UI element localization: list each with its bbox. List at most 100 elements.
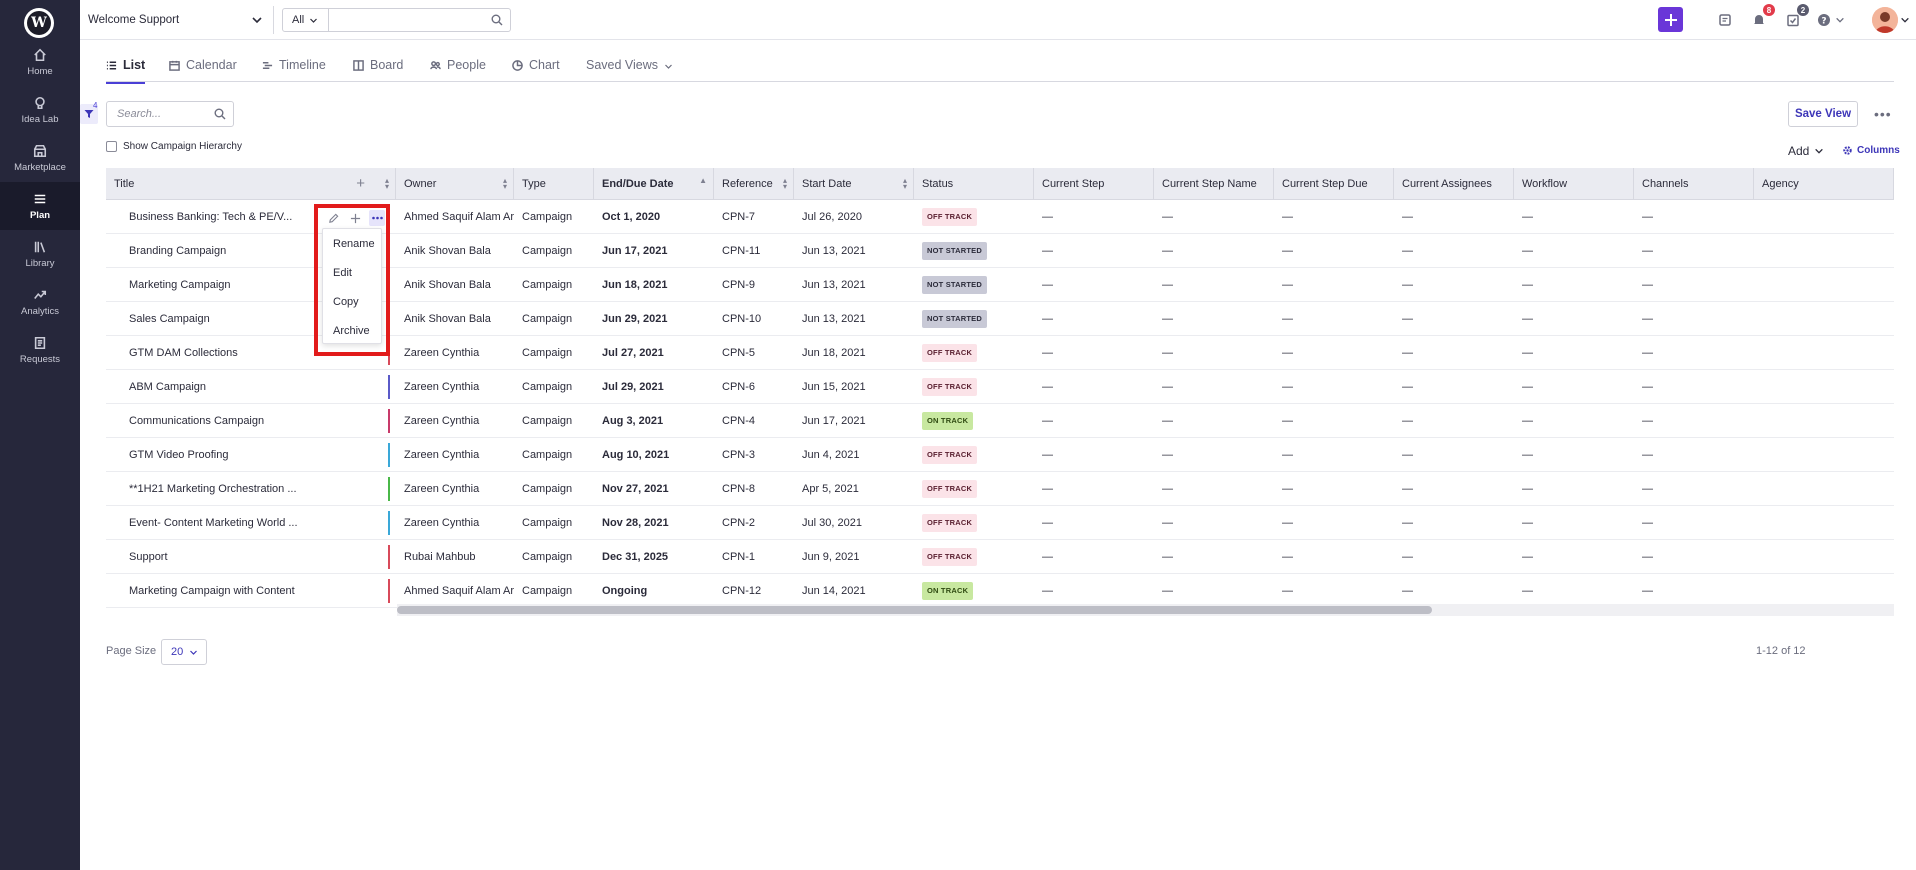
search-icon[interactable] bbox=[491, 14, 503, 26]
sidebar-item-idea-lab[interactable]: Idea Lab bbox=[0, 86, 80, 134]
tab-chart[interactable]: Chart bbox=[512, 58, 560, 82]
hierarchy-checkbox[interactable] bbox=[106, 141, 117, 152]
sort-icon[interactable]: ▴ ▾ bbox=[782, 176, 787, 191]
sort-icon[interactable]: ▴ ▾ bbox=[502, 176, 507, 191]
search-scope-select[interactable]: All bbox=[283, 9, 329, 31]
cell-title[interactable]: Marketing Campaign bbox=[129, 279, 231, 291]
edit-row-button[interactable] bbox=[325, 210, 341, 226]
calendar-icon bbox=[169, 60, 180, 71]
sidebar-item-analytics[interactable]: Analytics bbox=[0, 278, 80, 326]
table-row[interactable]: **1H21 Marketing Orchestration ... Zareen… bbox=[106, 472, 1894, 506]
sort-icon[interactable]: ▴ ▾ bbox=[384, 176, 389, 191]
menu-item-copy[interactable]: Copy bbox=[333, 295, 359, 308]
list-icon bbox=[34, 194, 46, 203]
help-menu-button[interactable]: ? bbox=[1814, 11, 1848, 29]
save-view-button[interactable]: Save View bbox=[1788, 101, 1858, 127]
chevron-down-icon[interactable] bbox=[1900, 15, 1910, 25]
cell-title[interactable]: Marketing Campaign with Content bbox=[129, 585, 295, 597]
row-more-button[interactable] bbox=[369, 210, 385, 226]
row-color-bar bbox=[388, 477, 390, 501]
table-row[interactable]: Support Rubai Mahbub Campaign Dec 31, 2025 C… bbox=[106, 540, 1894, 574]
menu-item-rename[interactable]: Rename bbox=[333, 237, 375, 250]
sort-icon[interactable]: ▴ ▾ bbox=[902, 176, 907, 191]
table-row[interactable]: GTM Video Proofing Zareen Cynthia Campaign… bbox=[106, 438, 1894, 472]
tab-timeline[interactable]: Timeline bbox=[262, 58, 326, 82]
tab-list[interactable]: List bbox=[106, 58, 146, 84]
tab-board[interactable]: Board bbox=[353, 58, 403, 82]
table-row[interactable]: GTM DAM Collections Zareen Cynthia Campaig… bbox=[106, 336, 1894, 370]
column-header[interactable]: Status bbox=[914, 168, 1034, 200]
tab-saved-views[interactable]: Saved Views bbox=[586, 58, 673, 82]
cell-title[interactable]: **1H21 Marketing Orchestration ... bbox=[129, 483, 297, 495]
app-logo[interactable]: W bbox=[24, 8, 54, 38]
column-header[interactable]: Workflow bbox=[1514, 168, 1634, 200]
cell-title[interactable]: Event- Content Marketing World ... bbox=[129, 517, 298, 529]
cell-title[interactable]: GTM Video Proofing bbox=[129, 449, 229, 461]
sidebar-item-plan[interactable]: Plan bbox=[0, 182, 80, 230]
table-row[interactable]: Business Banking: Tech & PE/V... Ahmed Sa… bbox=[106, 200, 1894, 234]
table-row[interactable]: Communications Campaign Zareen Cynthia Cam… bbox=[106, 404, 1894, 438]
cell-title[interactable]: ABM Campaign bbox=[129, 381, 207, 393]
table-row[interactable]: ABM Campaign Zareen Cynthia Campaign Jul 29… bbox=[106, 370, 1894, 404]
more-options-icon[interactable]: ••• bbox=[1874, 106, 1892, 122]
cell-end: Jun 29, 2021 bbox=[602, 313, 668, 325]
cell-title[interactable]: Business Banking: Tech & PE/V... bbox=[129, 211, 293, 223]
table-row[interactable]: Event- Content Marketing World ... Zareen… bbox=[106, 506, 1894, 540]
grid-search-input[interactable]: Search... bbox=[106, 101, 234, 127]
cell-agency bbox=[1754, 540, 1894, 574]
column-header[interactable]: End/Due Date ▲ bbox=[594, 168, 714, 200]
column-header[interactable]: Channels bbox=[1634, 168, 1754, 200]
add-column-icon[interactable]: + bbox=[356, 175, 365, 192]
cell-start: Jun 9, 2021 bbox=[802, 551, 860, 563]
cell-agency bbox=[1754, 472, 1894, 506]
column-header[interactable]: Current Assignees bbox=[1394, 168, 1514, 200]
sidebar-item-library[interactable]: Library bbox=[0, 230, 80, 278]
table-row[interactable]: Marketing Campaign with Content Ahmed Saq… bbox=[106, 574, 1894, 608]
column-header[interactable]: Agency bbox=[1754, 168, 1894, 200]
menu-item-archive[interactable]: Archive bbox=[333, 324, 370, 337]
cell-title[interactable]: Sales Campaign bbox=[129, 313, 210, 325]
column-header[interactable]: Type bbox=[514, 168, 594, 200]
sidebar-item-home[interactable]: Home bbox=[0, 38, 80, 86]
table-row[interactable]: Marketing Campaign Anik Shovan Bala Campai… bbox=[106, 268, 1894, 302]
column-header[interactable]: Current Step Name bbox=[1154, 168, 1274, 200]
tab-people[interactable]: People bbox=[430, 58, 486, 82]
sidebar-item-marketplace[interactable]: Marketplace bbox=[0, 134, 80, 182]
cell-title[interactable]: GTM DAM Collections bbox=[129, 347, 238, 359]
sort-ascending-icon[interactable]: ▲ bbox=[699, 176, 707, 185]
messages-button[interactable] bbox=[1716, 11, 1734, 29]
filter-button[interactable] bbox=[80, 104, 98, 124]
column-header[interactable]: Owner ▴ ▾ bbox=[396, 168, 514, 200]
cell-status: OFF TRACK bbox=[914, 438, 1034, 472]
workspace-select[interactable]: Welcome Support bbox=[88, 6, 274, 34]
page-size-select[interactable]: 20 bbox=[161, 639, 207, 665]
column-header-label: Title bbox=[114, 178, 135, 190]
column-header[interactable]: Start Date ▴ ▾ bbox=[794, 168, 914, 200]
column-header[interactable]: Current Step bbox=[1034, 168, 1154, 200]
horizontal-scrollbar[interactable] bbox=[397, 606, 1432, 614]
column-header[interactable]: Title + ▴ ▾ bbox=[106, 168, 396, 200]
cell-agency bbox=[1754, 370, 1894, 404]
global-search-input[interactable] bbox=[329, 9, 510, 31]
search-icon[interactable] bbox=[214, 108, 226, 120]
tasks-button[interactable]: 2 bbox=[1784, 4, 1809, 29]
menu-item-edit[interactable]: Edit bbox=[333, 266, 352, 279]
notifications-button[interactable]: 8 bbox=[1750, 4, 1775, 29]
column-header[interactable]: Current Step Due bbox=[1274, 168, 1394, 200]
add-child-button[interactable] bbox=[347, 210, 363, 226]
cell-title[interactable]: Support bbox=[129, 551, 168, 563]
page-size-value: 20 bbox=[171, 646, 184, 658]
cell-title[interactable]: Branding Campaign bbox=[129, 245, 227, 257]
columns-button[interactable]: Columns bbox=[1842, 145, 1900, 156]
table-row[interactable]: Sales Campaign Anik Shovan Bala Campaign Ju… bbox=[106, 302, 1894, 336]
highlight-box bbox=[314, 204, 390, 356]
tab-calendar[interactable]: Calendar bbox=[169, 58, 237, 82]
campaign-hierarchy-toggle[interactable]: Show Campaign Hierarchy bbox=[106, 141, 242, 152]
column-header[interactable]: Reference ▴ ▾ bbox=[714, 168, 794, 200]
sidebar-item-requests[interactable]: Requests bbox=[0, 326, 80, 374]
create-new-button[interactable] bbox=[1658, 7, 1683, 32]
avatar[interactable] bbox=[1872, 7, 1898, 33]
table-row[interactable]: Branding Campaign Anik Shovan Bala Campaig… bbox=[106, 234, 1894, 268]
cell-title[interactable]: Communications Campaign bbox=[129, 415, 265, 427]
add-button[interactable]: Add bbox=[1788, 144, 1824, 158]
